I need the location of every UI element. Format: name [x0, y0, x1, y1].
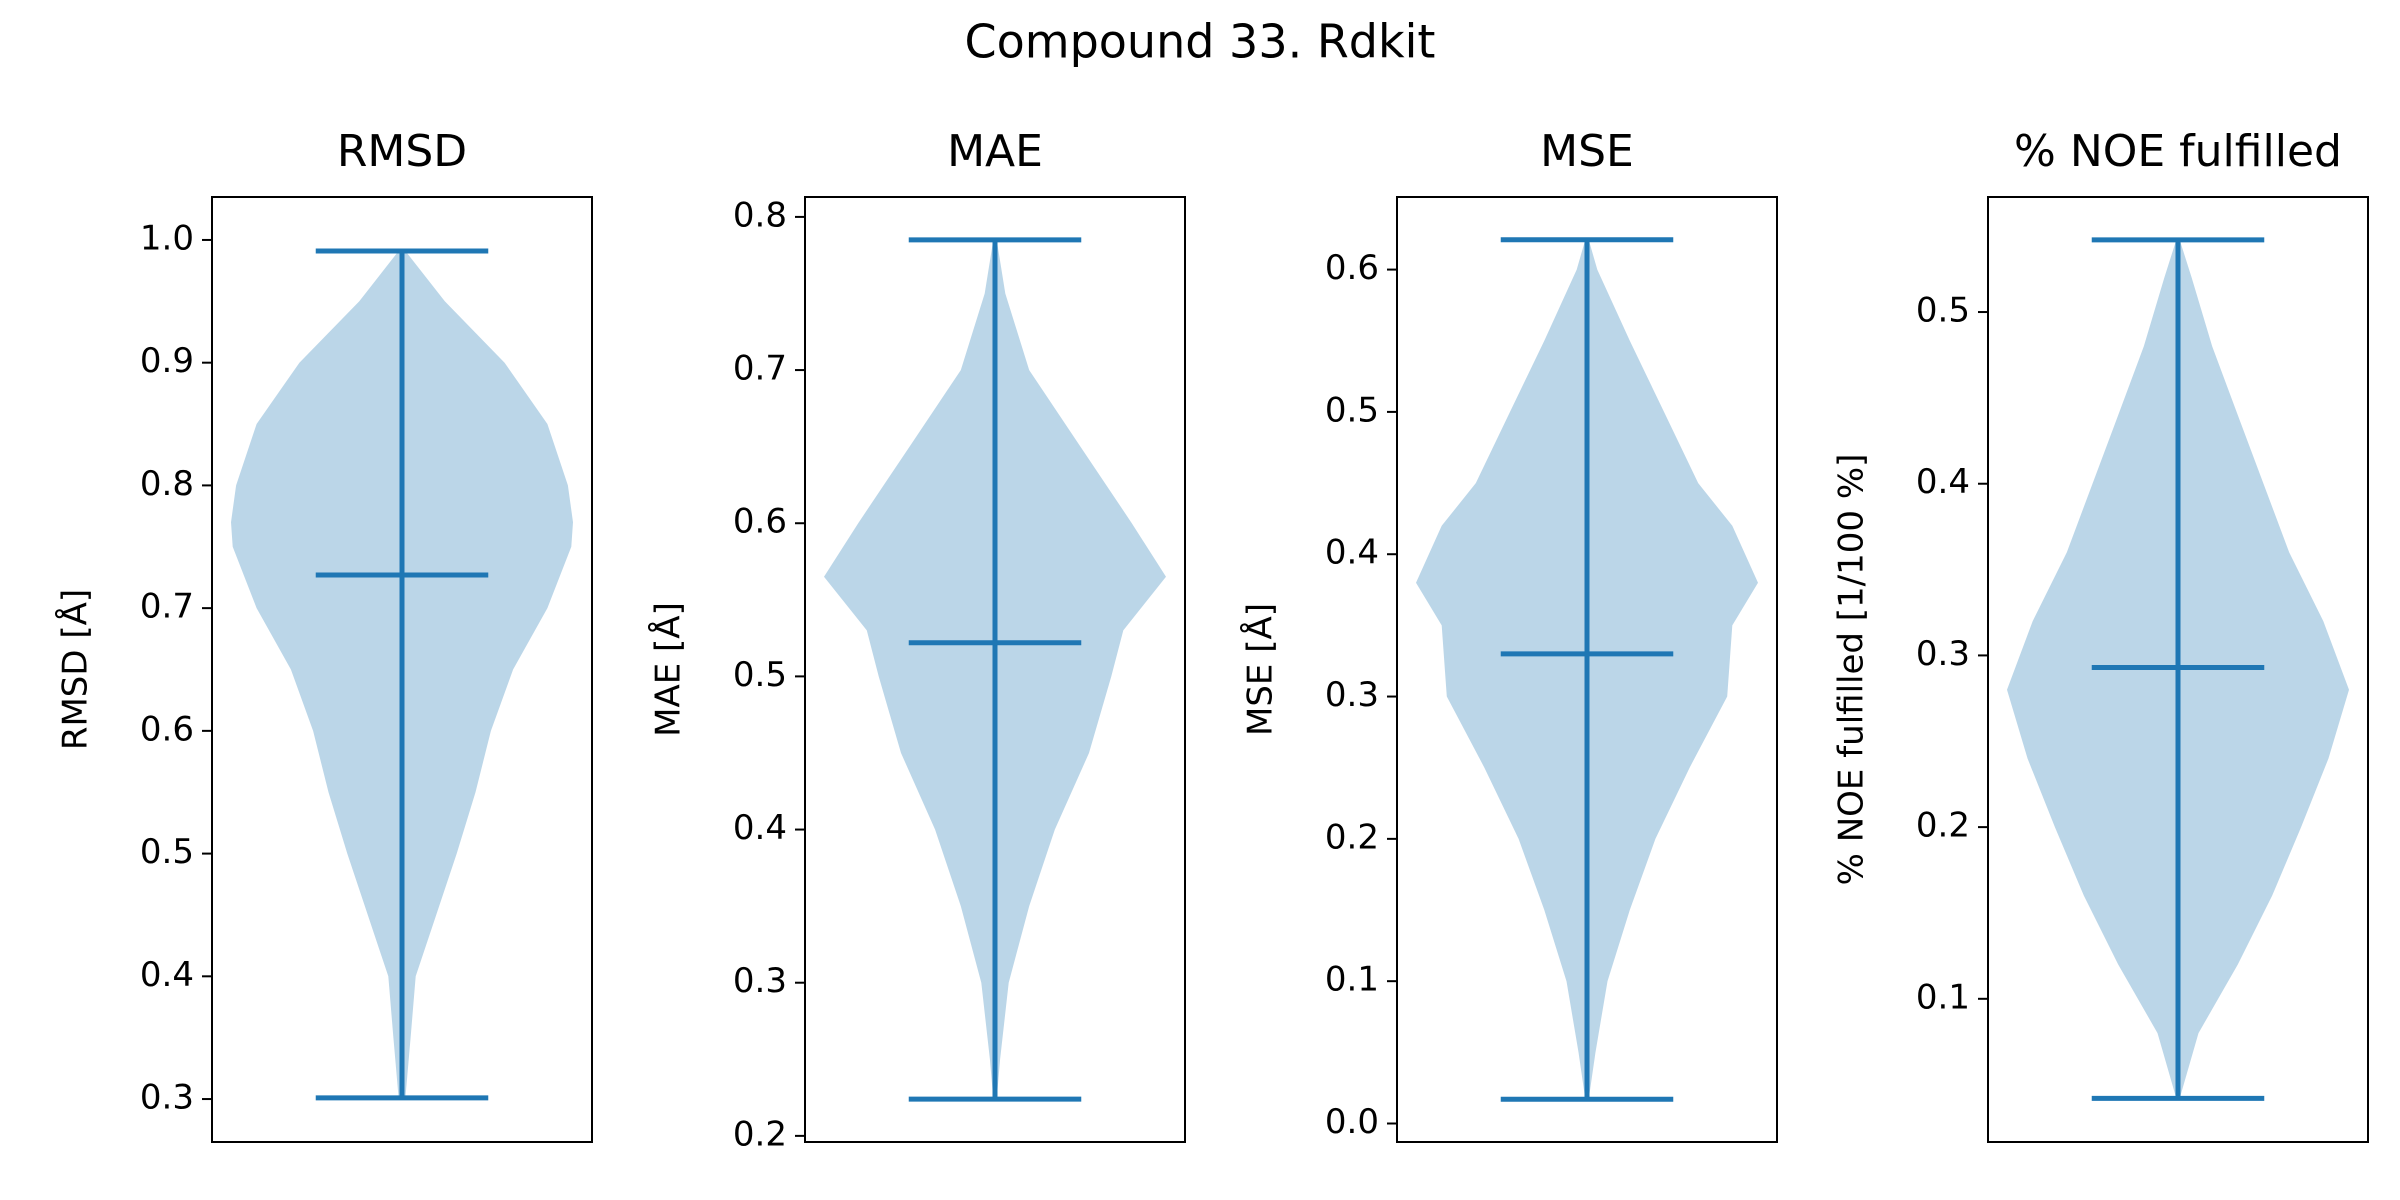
axes-frame: [1987, 196, 2369, 1143]
y-tick-label: 0.5: [140, 832, 194, 872]
y-tick-label: 0.5: [1325, 390, 1379, 430]
y-tick-label: 0.3: [1325, 675, 1379, 715]
y-tick-label: 0.6: [733, 502, 787, 542]
figure-title: Compound 33. Rdkit: [965, 15, 1436, 69]
y-tick-label: 0.4: [1916, 462, 1970, 502]
y-tick-label: 0.4: [1325, 533, 1379, 573]
y-tick-label: 0.2: [1916, 806, 1970, 846]
subplot-title: RMSD: [337, 126, 467, 177]
y-tick-label: 0.1: [1916, 977, 1970, 1017]
y-tick-label: 0.5: [733, 655, 787, 695]
y-tick-label: 0.6: [140, 709, 194, 749]
y-tick-label: 0.3: [1916, 634, 1970, 674]
y-axis-label: MSE [Å]: [1240, 603, 1281, 736]
y-tick-label: 0.4: [733, 808, 787, 848]
y-tick-label: 0.3: [733, 961, 787, 1001]
axes-frame: [1396, 196, 1778, 1143]
y-tick-label: 0.8: [140, 464, 194, 504]
y-tick-label: 0.3: [140, 1078, 194, 1118]
y-tick-label: 1.0: [140, 218, 194, 258]
axes-frame: [804, 196, 1186, 1143]
y-tick-label: 0.9: [140, 341, 194, 381]
y-tick-label: 0.2: [1325, 817, 1379, 857]
y-tick-label: 0.6: [1325, 248, 1379, 288]
y-tick-label: 0.7: [733, 349, 787, 389]
y-tick-label: 0.4: [140, 955, 194, 995]
y-axis-label: RMSD [Å]: [55, 589, 96, 750]
y-tick-label: 0.8: [733, 195, 787, 235]
y-tick-label: 0.5: [1916, 291, 1970, 331]
y-tick-label: 0.1: [1325, 960, 1379, 1000]
axes-frame: [211, 196, 593, 1143]
subplot-title: MAE: [947, 126, 1043, 177]
y-axis-label: MAE [Å]: [648, 602, 689, 737]
y-tick-label: 0.0: [1325, 1102, 1379, 1142]
subplot-title: MSE: [1540, 126, 1634, 177]
y-tick-label: 0.7: [140, 587, 194, 627]
y-tick-label: 0.2: [733, 1114, 787, 1154]
y-axis-label: % NOE fulfilled [1/100 %]: [1832, 454, 1872, 886]
subplot-title: % NOE fulfilled: [2014, 126, 2342, 177]
